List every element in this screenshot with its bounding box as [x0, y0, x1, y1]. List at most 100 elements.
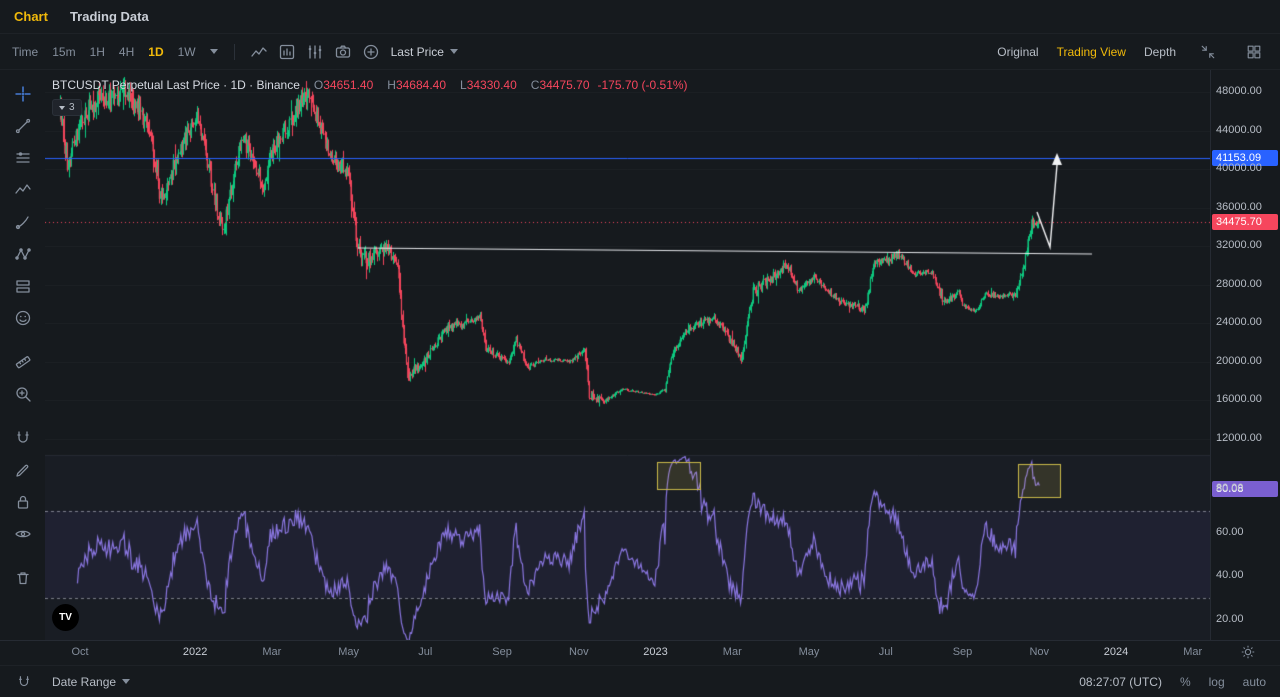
interval-4h[interactable]: 4H: [118, 44, 135, 59]
trash-icon[interactable]: [9, 564, 37, 592]
last-price-label: Last Price: [390, 44, 444, 59]
close-label: C: [530, 78, 540, 92]
gear-icon[interactable]: [1240, 644, 1256, 663]
magnet-mode-icon[interactable]: [14, 669, 34, 695]
price-tick: 20000.00: [1216, 354, 1262, 367]
log-scale-button[interactable]: log: [1208, 674, 1225, 689]
time-label: Time: [12, 44, 39, 59]
interval-1d[interactable]: 1D: [148, 44, 164, 59]
chart-style-icon[interactable]: [245, 39, 273, 65]
top-tab-bar: Chart Trading Data: [0, 0, 1280, 34]
indicators-icon[interactable]: [273, 39, 301, 65]
eye-icon[interactable]: [9, 520, 37, 548]
rsi-tick: 20.00: [1216, 612, 1244, 625]
object-tree-collapse[interactable]: 3: [52, 99, 82, 116]
last-price-label-axis: 34475.70: [1212, 214, 1278, 231]
interval-dropdown-icon[interactable]: [209, 49, 218, 54]
tradingview-logo[interactable]: TV: [52, 604, 79, 631]
view-mode-group: Original Trading View Depth: [997, 39, 1268, 65]
time-tick: May: [338, 646, 359, 658]
time-tick: 2022: [182, 646, 208, 658]
price-tick: 36000.00: [1216, 200, 1262, 213]
time-tick: Oct: [71, 646, 89, 658]
alert-price-label[interactable]: 41153.09: [1212, 149, 1278, 166]
price-tick: 48000.00: [1216, 85, 1262, 97]
tab-trading-data[interactable]: Trading Data: [69, 9, 149, 24]
price-tick: 40000.00: [1216, 162, 1262, 175]
time-tick: May: [798, 646, 820, 658]
time-tick: Jul: [418, 646, 433, 658]
chevron-down-icon: [449, 49, 458, 54]
add-indicator-icon[interactable]: [357, 39, 385, 65]
price-tick: 32000.00: [1216, 239, 1262, 252]
pencil-icon[interactable]: [9, 456, 37, 484]
view-trading-view[interactable]: Trading View: [1056, 44, 1126, 59]
time-tick: 2024: [1103, 646, 1129, 658]
auto-scale-button[interactable]: auto: [1242, 674, 1266, 689]
chart-pane[interactable]: [45, 70, 1210, 640]
brush-icon[interactable]: [9, 208, 37, 236]
xabcd-pattern-icon[interactable]: [9, 240, 37, 268]
date-range-dropdown[interactable]: Date Range: [52, 675, 136, 689]
rsi-value-label: 80.08: [1212, 480, 1278, 497]
interval-15m[interactable]: 15m: [52, 44, 76, 59]
divider: [233, 43, 235, 60]
chart-toolbar: Time 15m 1H 4H 1D 1W Last Price Original Tra…: [0, 34, 1280, 70]
bottom-bar: Date Range 08:27:07 (UTC) % log auto: [0, 665, 1280, 697]
symbol-title: BTCUSDT Perpetual Last Price · 1D · Bina…: [52, 78, 300, 92]
time-axis[interactable]: Oct 2022 Mar May Jul Sep Nov 2023 Mar May Jul Sep No…: [0, 640, 1280, 665]
rsi-tick: 80.00: [1216, 482, 1244, 494]
last-price-dropdown[interactable]: Last Price: [391, 45, 464, 59]
position-tool-icon[interactable]: [9, 272, 37, 300]
chevron-down-icon: [59, 105, 65, 110]
tab-chart[interactable]: Chart: [14, 9, 48, 24]
magnet-icon[interactable]: [9, 424, 37, 452]
percent-scale-button[interactable]: %: [1179, 674, 1191, 689]
time-tick: 2023: [643, 646, 668, 658]
price-tick: 44000.00: [1216, 123, 1262, 136]
time-tick: Mar: [1183, 646, 1203, 658]
object-count: 3: [69, 102, 75, 113]
interval-1h[interactable]: 1H: [89, 44, 105, 59]
high-value: 34684.40: [395, 78, 447, 92]
date-range-label: Date Range: [52, 674, 117, 689]
view-depth[interactable]: Depth: [1143, 44, 1176, 59]
price-tick: 12000.00: [1216, 432, 1262, 444]
emoji-icon[interactable]: [9, 304, 37, 332]
high-label: H: [387, 78, 396, 92]
change-value: -175.70 (-0.51%): [597, 78, 688, 92]
interval-1w[interactable]: 1W: [177, 44, 196, 59]
low-label: L: [460, 78, 467, 92]
crosshair-icon[interactable]: [9, 80, 37, 108]
price-tick: 24000.00: [1216, 316, 1262, 329]
ruler-icon[interactable]: [9, 348, 37, 376]
close-value: 34475.70: [539, 78, 590, 92]
grid-layout-icon[interactable]: [1240, 39, 1268, 65]
fib-lines-icon[interactable]: [9, 144, 37, 172]
low-value: 34330.40: [466, 78, 517, 92]
view-original[interactable]: Original: [997, 44, 1039, 59]
symbol-legend: BTCUSDT Perpetual Last Price · 1D · Bina…: [52, 78, 688, 92]
chevron-down-icon: [122, 679, 131, 684]
lock-icon[interactable]: [9, 488, 37, 516]
time-tick: Mar: [722, 646, 742, 658]
volume-profile-icon[interactable]: [301, 39, 329, 65]
collapse-icon[interactable]: [1194, 39, 1222, 65]
price-axis[interactable]: 41153.09 34475.70 80.08 48000.00 44000.00…: [1210, 70, 1280, 640]
open-label: O: [313, 78, 324, 92]
time-tick: Mar: [262, 646, 282, 658]
rsi-tick: 40.00: [1216, 569, 1244, 582]
trendline-icon[interactable]: [9, 112, 37, 140]
price-tick: 28000.00: [1216, 277, 1262, 290]
zoom-in-icon[interactable]: [9, 380, 37, 408]
camera-icon[interactable]: [329, 39, 357, 65]
bottom-bar-right: 08:27:07 (UTC) % log auto: [1079, 675, 1266, 689]
drawing-toolbar: [0, 70, 45, 640]
utc-clock: 08:27:07 (UTC): [1079, 674, 1162, 689]
wave-icon[interactable]: [9, 176, 37, 204]
interval-group: 15m 1H 4H 1D 1W: [52, 45, 209, 59]
time-tick: Jul: [878, 646, 893, 658]
tradingview-logo-text: TV: [59, 612, 72, 623]
time-tick: Nov: [1029, 646, 1050, 658]
